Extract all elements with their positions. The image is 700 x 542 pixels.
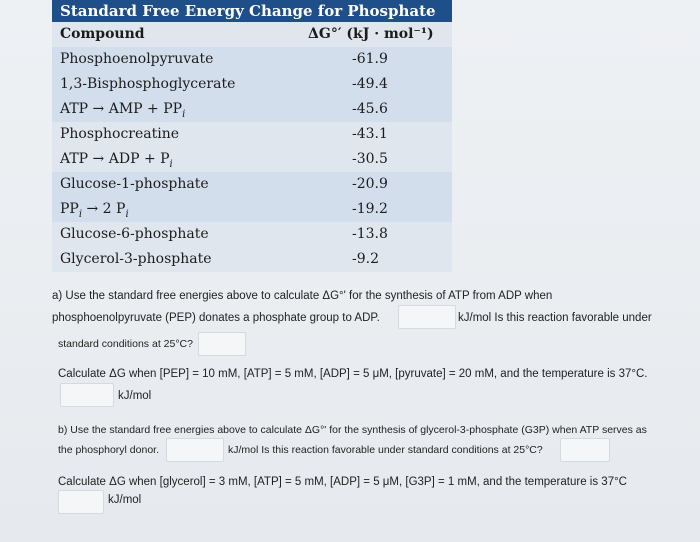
question-a-calc-unit: kJ/mol <box>118 390 152 402</box>
compound-value: -43.1 <box>352 126 388 142</box>
table-row: Phosphocreatine -43.1 <box>52 122 452 147</box>
answer-input-a-favorable[interactable] <box>198 332 246 356</box>
question-a-line3: standard conditions at 25°C? <box>58 338 193 350</box>
compound-name: Phosphoenolpyruvate <box>60 51 214 67</box>
table-row: 1,3-Bisphosphoglycerate -49.4 <box>52 72 452 97</box>
subscript: i <box>169 158 173 170</box>
compound-value: -61.9 <box>352 51 388 67</box>
table-row: Glucose-6-phosphate -13.8 <box>52 222 452 247</box>
compound-name: ATP → AMP + PP <box>60 101 183 117</box>
table-row: ATP → ADP + Pi -30.5 <box>52 147 452 172</box>
column-header-compound: Compound <box>60 26 145 42</box>
compound-value: -13.8 <box>352 226 388 242</box>
compound-name-rest: → 2 P <box>82 201 126 217</box>
answer-input-b-deltaG[interactable] <box>166 438 224 462</box>
compound-name: 1,3-Bisphosphoglycerate <box>60 76 236 92</box>
table-row: Glucose-1-phosphate -20.9 <box>52 172 452 197</box>
compound-name: PP <box>60 201 79 217</box>
compound-value: -9.2 <box>352 251 379 267</box>
compound-name: Glucose-1-phosphate <box>60 176 209 192</box>
question-b-line2: the phosphoryl donor. <box>58 444 159 456</box>
table-row: Phosphoenolpyruvate -61.9 <box>52 47 452 72</box>
compound-value: -30.5 <box>352 151 388 167</box>
question-b-line2-unit: kJ/mol Is this reaction favorable under … <box>228 444 543 456</box>
subscript: i <box>182 108 186 120</box>
compound-value: -20.9 <box>352 176 388 192</box>
question-b-text: b) Use the standard free energies above … <box>58 424 647 436</box>
answer-input-a-deltaG[interactable] <box>398 305 456 329</box>
free-energy-table: Standard Free Energy Change for Phosphat… <box>52 0 452 272</box>
question-b-calc-unit: kJ/mol <box>108 494 142 506</box>
compound-value: -19.2 <box>352 201 388 217</box>
column-header-value: ΔG°′ (kJ · mol⁻¹) <box>308 26 434 42</box>
compound-name: Phosphocreatine <box>60 126 180 142</box>
table-title: Standard Free Energy Change for Phosphat… <box>52 0 452 42</box>
question-b-calc: Calculate ΔG when [glycerol] = 3 mM, [AT… <box>58 476 627 488</box>
table-row: ATP → AMP + PPi -45.6 <box>52 97 452 122</box>
question-a-unit: kJ/mol Is this reaction favorable under <box>458 312 652 324</box>
subscript: i <box>125 208 129 220</box>
compound-name: Glucose-6-phosphate <box>60 226 209 242</box>
answer-input-a-deltaG-calc[interactable] <box>60 383 114 407</box>
compound-name: ATP → ADP + P <box>60 151 170 167</box>
table-row: Glycerol-3-phosphate -9.2 <box>52 247 452 272</box>
table-header-row: Compound ΔG°′ (kJ · mol⁻¹) <box>52 22 452 47</box>
compound-value: -45.6 <box>352 101 388 117</box>
compound-value: -49.4 <box>352 76 388 92</box>
subscript: i <box>78 208 83 220</box>
table-row: PPi → 2 Pi -19.2 <box>52 197 452 222</box>
question-a-calc: Calculate ΔG when [PEP] = 10 mM, [ATP] =… <box>58 368 648 380</box>
answer-input-b-deltaG-calc[interactable] <box>58 490 104 514</box>
question-a-line2: phosphoenolpyruvate (PEP) donates a phos… <box>52 312 380 324</box>
compound-name: Glycerol-3-phosphate <box>60 251 212 267</box>
question-a-text: a) Use the standard free energies above … <box>52 290 553 302</box>
answer-input-b-favorable[interactable] <box>560 438 610 462</box>
